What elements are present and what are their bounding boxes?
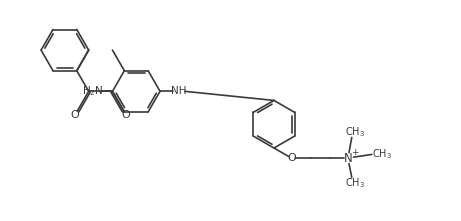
Text: +: + bbox=[351, 148, 358, 157]
Text: H$_2$N: H$_2$N bbox=[83, 84, 104, 98]
Text: CH$_3$: CH$_3$ bbox=[345, 176, 366, 190]
Text: CH$_3$: CH$_3$ bbox=[345, 125, 366, 139]
Text: O: O bbox=[122, 110, 130, 120]
Text: CH$_3$: CH$_3$ bbox=[372, 148, 392, 161]
Text: N: N bbox=[344, 152, 353, 165]
Text: O: O bbox=[287, 153, 296, 163]
Text: O: O bbox=[71, 110, 80, 120]
Text: NH: NH bbox=[171, 86, 187, 96]
